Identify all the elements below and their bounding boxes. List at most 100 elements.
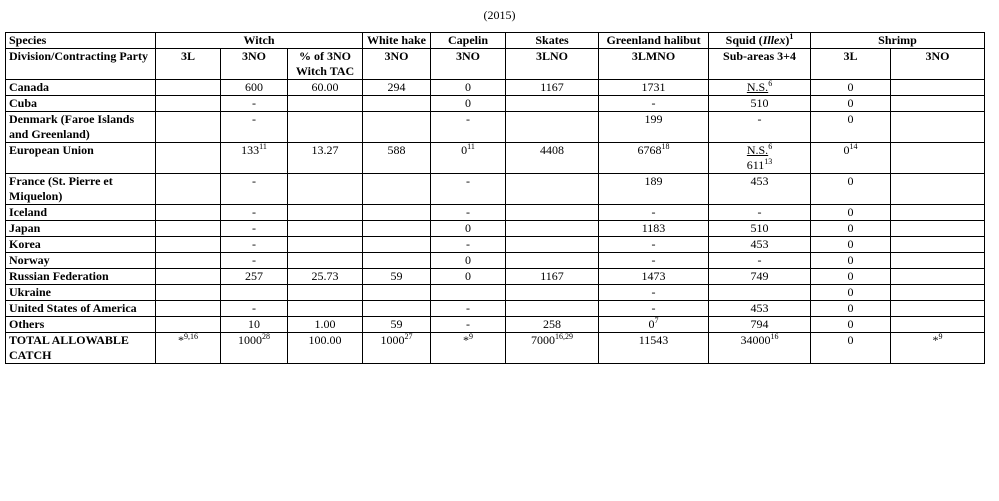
header-cell: White hake [362,32,432,49]
empty-cell [286,111,364,143]
empty-cell [505,252,600,269]
header-cell: 3LMNO [598,48,710,80]
header-cell: 3LNO [505,48,600,80]
table-row: Others 10 1.00 59-258 07 794 0 [5,316,986,333]
value-cell: 0 [810,220,892,237]
cell-text: 0 [461,143,468,157]
empty-cell [155,79,221,96]
header-row: Division/Contracting Party 3L 3NO% of 3NO… [5,48,986,80]
value-cell: 0 [810,111,892,143]
value-cell: 1731 [598,79,710,96]
empty-cell [505,284,600,301]
table-row: Iceland - - - -0 [5,204,986,221]
footnote: 9 [469,332,474,341]
empty-cell [362,111,432,143]
empty-cell [286,173,364,205]
value-cell: - [430,316,507,333]
cell-text: * [178,333,184,347]
empty-cell [155,95,221,112]
value-cell: 258 [505,316,600,333]
header-cell: Squid (Illex)1 [708,32,812,49]
value-cell: 1473 [598,268,710,285]
header-cell: Witch [154,32,364,49]
footnote: 11 [259,142,267,151]
value-cell: 13311 [220,142,288,174]
empty-cell [890,236,986,253]
empty-cell [890,142,986,174]
cell-text: * [463,333,470,347]
header-cell: Capelin [430,32,507,49]
value-cell: 0 [810,332,892,364]
party-cell: Ukraine [5,284,156,301]
value-cell: 294 [362,79,432,96]
header-cell: Shrimp [810,32,986,49]
empty-cell [362,173,432,205]
value-cell: 0 [430,79,507,96]
value-cell: - [220,173,288,205]
footnote: 16,29 [555,332,574,341]
empty-cell [890,79,986,96]
value-cell: - [220,95,288,112]
empty-cell [890,268,986,285]
value-cell: - [708,111,812,143]
value-cell: 13.27 [286,142,364,174]
table-row: Japan -0 1183 510 0 [5,220,986,237]
cell-text: 1000 [238,333,262,347]
party-cell: Russian Federation [5,268,156,285]
table-row: Denmark (Faroe Islands and Greenland) - -1… [5,111,986,143]
footnote: 13 [764,157,773,166]
header-cell: 3NO [362,48,432,80]
value-cell: 0 [810,236,892,253]
value-cell: 25.73 [286,268,364,285]
empty-cell [890,316,986,333]
table-row: Cuba -0-510 0 [5,95,986,112]
cell-text: 0 [648,317,655,331]
footnote: 9 [938,332,943,341]
value-cell: *9,16 [155,332,221,364]
empty-cell [155,268,221,285]
empty-cell [708,284,812,301]
empty-cell [362,252,432,269]
empty-cell [505,300,600,317]
empty-cell [890,95,986,112]
value-cell: - [220,220,288,237]
header-cell: Greenland halibut [598,32,710,49]
empty-cell [890,284,986,301]
header-cell: 3L [155,48,221,80]
cell-line: N.S.6 [712,143,807,158]
party-cell: Canada [5,79,156,96]
header-cell: 3NO [220,48,288,80]
table-row: France (St. Pierre et Miquelon) - - 189 453 0 [5,173,986,205]
cell-text: 6768 [637,143,662,157]
value-cell: 0 [810,252,892,269]
cell-text: 1000 [380,333,405,347]
value-cell: 0 [810,79,892,96]
empty-cell [890,111,986,143]
header-cell: 3NO [430,48,507,80]
value-cell: - [598,95,710,112]
value-cell: 0 [810,173,892,205]
empty-cell [286,284,364,301]
table-row: United States of America - - -453 0 [5,300,986,317]
value-cell: 011 [430,142,507,174]
party-cell: Iceland [5,204,156,221]
empty-cell [890,300,986,317]
header-cell: Skates [505,32,600,49]
value-cell: 1167 [505,268,600,285]
table-row: Ukraine - 0 [5,284,986,301]
value-cell: *9 [430,332,507,364]
table-row: Korea - - -453 0 [5,236,986,253]
value-cell: 07 [598,316,710,333]
value-cell: 11543 [598,332,710,364]
value-cell: N.S.6 61113 [708,142,812,174]
value-cell: - [598,236,710,253]
empty-cell [362,220,432,237]
value-cell: 3400016 [708,332,812,364]
footnote: 1 [789,32,794,41]
empty-cell [155,173,221,205]
empty-cell [505,95,600,112]
value-cell: 794 [708,316,812,333]
empty-cell [155,316,221,333]
header-text: ) [785,33,790,47]
